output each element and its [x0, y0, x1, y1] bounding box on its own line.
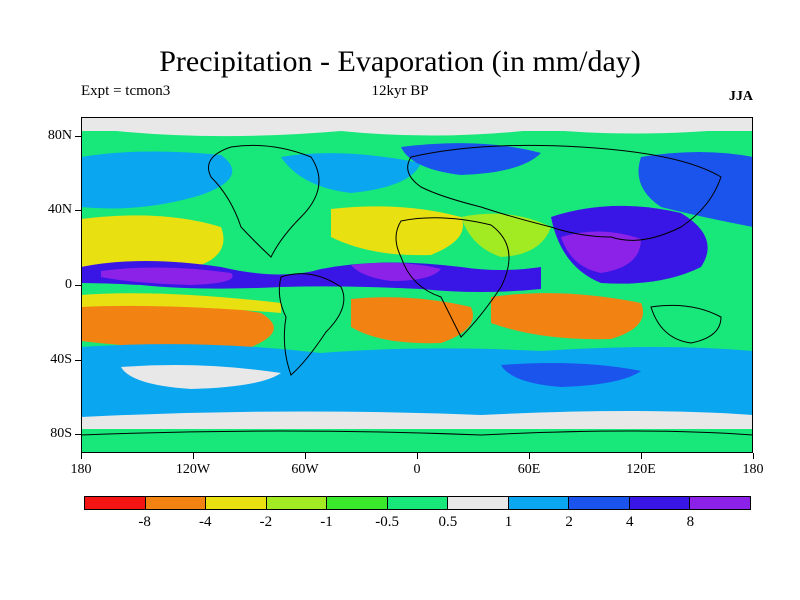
lon-label: 180 — [70, 462, 92, 477]
legend-label: 0.5 — [438, 514, 458, 530]
legend-swatch — [266, 497, 328, 509]
lon-tick — [417, 453, 418, 459]
field-npacific-east-wet — [638, 152, 753, 227]
legend-label: -4 — [199, 514, 212, 530]
experiment-label: Expt = tcmon3 — [81, 83, 171, 99]
antarctica-outline — [81, 430, 753, 436]
lat-label: 0 — [65, 277, 72, 292]
coastlines — [81, 144, 753, 436]
field-southern-ocean — [81, 344, 753, 417]
field-europe-wet — [401, 143, 541, 175]
north-america-outline — [208, 144, 320, 258]
field-itcz-atlantic — [351, 262, 441, 281]
legend-swatch — [206, 497, 267, 509]
lat-tick — [75, 210, 81, 212]
legend-swatch — [387, 497, 449, 509]
lon-tick — [641, 453, 642, 459]
lon-label: 60W — [291, 462, 319, 477]
map-title: Precipitation - Evaporation (in mm/day) — [159, 45, 641, 78]
legend-swatch — [85, 497, 146, 509]
period-label: 12kyr BP — [371, 83, 429, 99]
lon-label: 60E — [517, 462, 541, 477]
lat-label: 80N — [47, 127, 72, 143]
lat-tick — [75, 285, 81, 286]
lat-tick — [75, 359, 81, 361]
australia-outline — [650, 304, 722, 344]
lon-tick — [753, 453, 754, 459]
map-plot — [81, 117, 753, 453]
field-antarctic-edge — [81, 411, 753, 429]
field-india-monsoon — [561, 231, 641, 273]
legend-swatch — [508, 497, 570, 509]
lat-label: 40N — [47, 202, 72, 218]
lat-label: 80S — [50, 426, 72, 442]
legend-label: 1 — [504, 514, 513, 530]
field-natlantic-wet — [281, 153, 421, 193]
field-itcz-core — [101, 267, 233, 285]
legend-label: -0.5 — [375, 514, 400, 530]
field-so-patch — [121, 365, 281, 389]
lat-label: 40S — [50, 351, 72, 367]
lon-label: 0 — [413, 462, 421, 477]
field-arctic-edge — [81, 117, 753, 137]
legend-label: -8 — [138, 514, 151, 530]
south-america-outline — [278, 273, 345, 376]
season-label: JJA — [728, 89, 753, 104]
field-sepacific-dry — [81, 301, 274, 349]
legend-label: -1 — [320, 514, 333, 530]
field-so-wet — [501, 363, 641, 387]
field-sh-sub-yellow — [81, 293, 281, 313]
legend-swatch — [629, 497, 691, 509]
legend-label: 2 — [565, 514, 573, 530]
field-npacific-sub-dry — [81, 215, 224, 267]
field-sindian-dry — [491, 293, 643, 340]
lon-tick — [305, 453, 306, 459]
legend-label: 8 — [686, 514, 695, 530]
lat-tick — [75, 434, 81, 436]
legend-swatch — [690, 497, 751, 509]
field-npacific-wet — [81, 151, 233, 209]
africa-outline — [395, 217, 510, 338]
legend-swatch — [569, 497, 630, 509]
eurasia-outline — [407, 144, 722, 241]
lon-tick — [81, 453, 82, 459]
lon-tick — [193, 453, 194, 459]
map-field — [81, 117, 753, 453]
legend-label: -2 — [259, 514, 273, 530]
legend-swatch — [448, 497, 509, 509]
color-legend — [84, 496, 751, 510]
lon-label: 120W — [175, 462, 211, 477]
lon-label: 180 — [742, 462, 764, 477]
lon-label: 120E — [626, 462, 656, 477]
legend-swatch — [327, 497, 388, 509]
field-sahara-dry — [461, 213, 551, 257]
legend-label: 4 — [625, 514, 634, 530]
lon-tick — [529, 453, 530, 459]
legend-swatch — [145, 497, 207, 509]
field-satlantic-dry — [351, 297, 473, 344]
lat-tick — [75, 135, 81, 137]
